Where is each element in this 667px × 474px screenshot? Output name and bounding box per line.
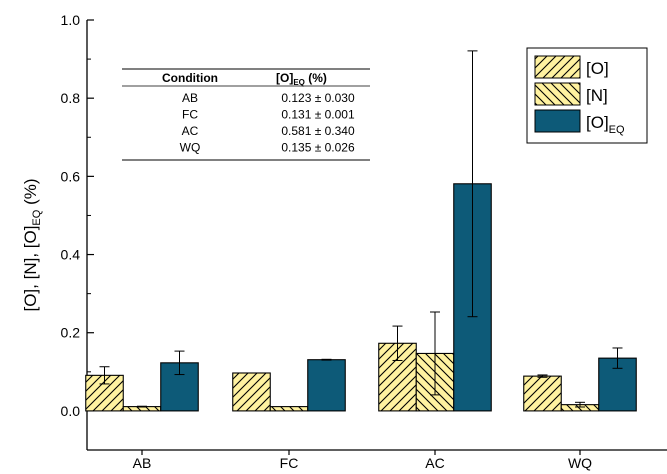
legend-label: [O] [586, 59, 609, 78]
x-ticks: AB FC AC WQ [133, 450, 592, 471]
legend-swatch [534, 109, 581, 133]
bars [85, 183, 637, 412]
legend-swatch [534, 55, 581, 79]
x-tick-label: FC [280, 455, 299, 471]
y-tick-label: 0.0 [61, 403, 81, 419]
legend: [O] [N] [O]EQ [526, 47, 648, 144]
bar-N-FC [269, 406, 309, 412]
legend-item-OEQ: [O]EQ [534, 109, 625, 136]
y-tick-label: 0.6 [61, 168, 81, 184]
table-cell-condition: AB [182, 91, 198, 105]
legend-swatch [534, 82, 581, 106]
y-tick-label: 0.8 [61, 90, 81, 106]
table-row: WQ 0.135 ± 0.026 [180, 141, 355, 155]
x-tick-label: WQ [568, 455, 592, 471]
table-header-condition: Condition [162, 71, 218, 85]
table-cell-condition: FC [182, 108, 198, 122]
x-tick-label: AB [133, 455, 152, 471]
error-bars [99, 50, 623, 408]
x-tick-label: AC [425, 455, 444, 471]
y-ticks: 0.0 0.2 0.4 0.6 0.8 1.0 [61, 12, 94, 451]
y-tick-label: 0.2 [61, 325, 81, 341]
y-tick-label: 1.0 [61, 12, 81, 28]
table-cell-condition: WQ [180, 141, 201, 155]
table-cell-condition: AC [182, 124, 199, 138]
y-tick-label: 0.4 [61, 247, 81, 263]
bar-O-WQ [523, 375, 562, 412]
table-cell-value: 0.123 ± 0.030 [281, 91, 355, 105]
table-cell-value: 0.581 ± 0.340 [281, 124, 355, 138]
legend-label: [O]EQ [586, 113, 625, 136]
bar-OEQ-FC [307, 359, 346, 412]
legend-item-O: [O] [534, 55, 609, 79]
bar-O-FC [232, 372, 271, 412]
table-cell-value: 0.135 ± 0.026 [281, 141, 355, 155]
table-row: AC 0.581 ± 0.340 [182, 124, 355, 138]
table-header-value: [O]EQ (%) [276, 71, 327, 87]
y-axis-label: [O], [N], [O]EQ (%) [21, 178, 43, 311]
table-row: FC 0.131 ± 0.001 [182, 108, 355, 122]
legend-item-N: [N] [534, 82, 608, 106]
legend-label: [N] [586, 86, 608, 105]
table-cell-value: 0.131 ± 0.001 [281, 108, 355, 122]
inset-table: Condition [O]EQ (%) AB 0.123 ± 0.030 FC 0.1… [122, 68, 370, 161]
table-row: AB 0.123 ± 0.030 [182, 91, 355, 105]
